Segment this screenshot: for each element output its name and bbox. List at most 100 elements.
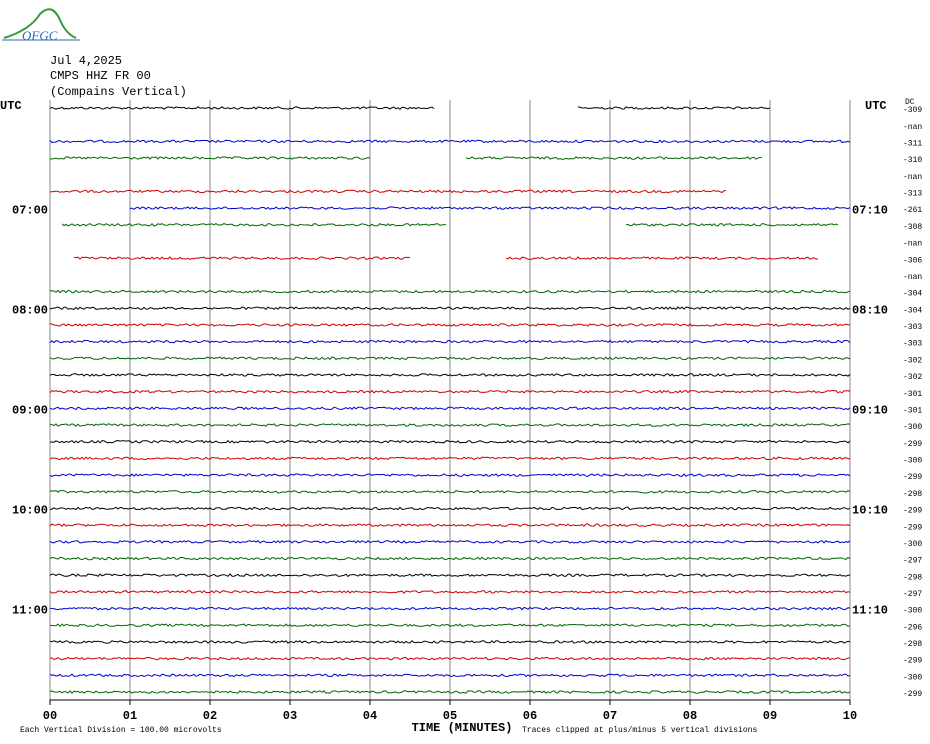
dc-offset: -302 [903,356,922,365]
dc-offset: -297 [903,590,922,599]
trace [49,156,371,160]
trace [49,323,851,327]
trace [49,339,851,344]
dc-offset: -306 [903,256,922,265]
trace [49,673,851,678]
dc-offset: -299 [903,473,922,482]
dc-offset: -304 [903,306,922,315]
x-tick-label: 02 [203,709,217,723]
trace [49,189,727,194]
trace [49,523,851,528]
title-line: CMPS HHZ FR 00 [50,69,151,83]
dc-offset: -300 [903,673,922,682]
dc-offset: -303 [903,340,922,349]
trace [49,423,851,427]
trace [49,289,851,294]
dc-offset: -300 [903,457,922,466]
trace [49,656,851,661]
trace [49,573,851,578]
x-tick-label: 06 [523,709,537,723]
dc-offset: -299 [903,523,922,532]
trace [49,139,851,144]
dc-offset: -298 [903,640,922,649]
hour-label: 07:10 [852,203,888,217]
dc-offset: -310 [903,156,922,165]
hour-label: 08:10 [852,303,888,317]
trace [49,640,851,644]
dc-offset: -313 [903,190,922,199]
dc-offset: -300 [903,607,922,616]
footnote: Traces clipped at plus/minus 5 vertical … [522,726,757,735]
trace [505,256,819,261]
x-tick-label: 01 [123,709,137,723]
logo: OFGC [2,8,80,43]
trace [625,222,839,227]
dc-offset: -304 [903,290,922,299]
trace [73,256,411,260]
trace [465,156,763,160]
dc-offset: -299 [903,507,922,516]
trace [49,690,851,694]
trace [49,556,851,561]
title-line: Jul 4,2025 [50,54,122,68]
trace [577,106,771,110]
dc-offset: -300 [903,423,922,432]
dc-offset: -299 [903,690,922,699]
x-tick-label: 03 [283,709,297,723]
hour-label: 10:00 [12,504,48,518]
trace [49,406,851,411]
trace [49,389,851,394]
hour-label: 11:00 [12,604,48,618]
trace [49,623,851,628]
dc-offset: -nan [903,123,922,132]
x-tick-label: 05 [443,709,457,723]
trace [49,590,851,594]
dc-offset: -302 [903,373,922,382]
x-tick-label: 08 [683,709,697,723]
trace [61,222,447,227]
hour-label: 09:10 [852,404,888,418]
trace [49,489,851,494]
dc-offset: -309 [903,106,922,115]
trace [49,456,851,461]
trace [129,206,851,210]
x-tick-label: 07 [603,709,617,723]
dc-offset: -311 [903,139,922,148]
hour-label: 09:00 [12,404,48,418]
title-line: (Compains Vertical) [50,85,187,99]
trace [49,506,851,511]
hour-label: 07:00 [12,203,48,217]
dc-offset: -nan [903,240,922,249]
dc-header: DC [905,98,915,107]
trace [49,106,435,110]
hour-label: 10:10 [852,504,888,518]
x-tick-label: 00 [43,709,57,723]
trace [49,373,851,377]
trace [49,539,851,544]
dc-offset: -nan [903,273,922,282]
dc-offset: -nan [903,173,922,182]
footnote: Each Vertical Division = 100.00 microvol… [20,726,222,735]
left-header: UTC [0,99,22,113]
trace [49,473,851,477]
dc-offset: -299 [903,440,922,449]
trace [50,439,851,444]
logo-mountain [3,8,77,39]
dc-offset: -298 [903,490,922,499]
logo-text: OFGC [22,28,58,43]
hour-label: 08:00 [12,303,48,317]
hour-label: 11:10 [852,604,888,618]
x-axis-label: TIME (MINUTES) [412,721,513,735]
dc-offset: -261 [903,206,922,215]
trace [49,356,851,361]
x-tick-label: 10 [843,709,857,723]
dc-offset: -296 [903,623,922,632]
dc-offset: -301 [903,390,922,399]
dc-offset: -297 [903,557,922,566]
right-header: UTC [865,99,887,113]
trace [49,606,851,611]
x-tick-label: 04 [363,709,377,723]
dc-offset: -303 [903,323,922,332]
dc-offset: -308 [903,223,922,232]
